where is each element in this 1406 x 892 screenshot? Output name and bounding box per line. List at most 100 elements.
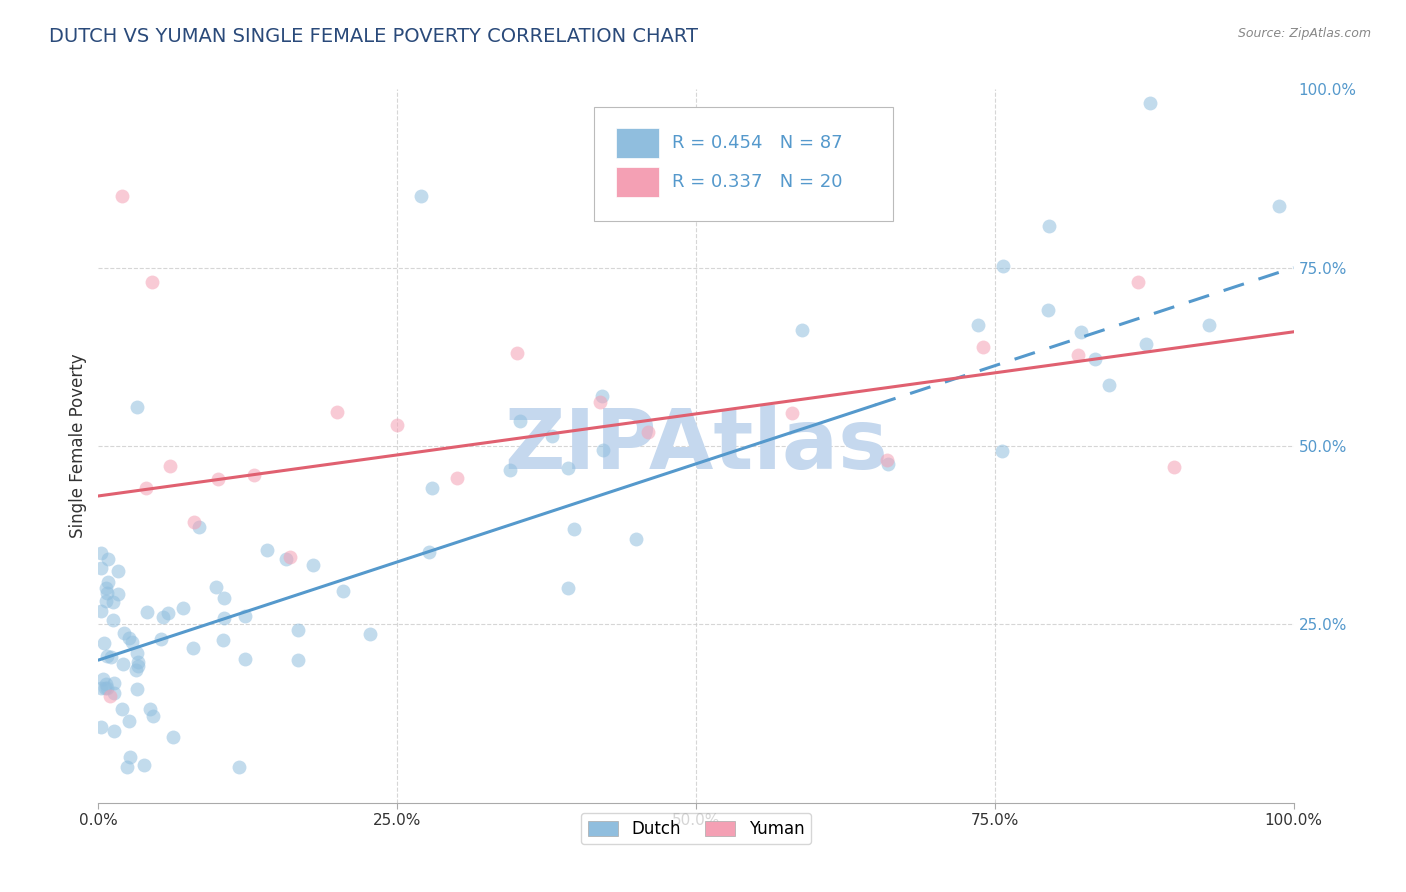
Point xyxy=(118,714,141,728)
Point xyxy=(359,627,381,641)
Point xyxy=(1163,460,1185,475)
FancyBboxPatch shape xyxy=(595,107,893,221)
Point xyxy=(96,681,118,695)
Point xyxy=(212,611,235,625)
Point xyxy=(385,417,409,432)
Point xyxy=(506,346,529,360)
Point xyxy=(135,605,157,619)
Point xyxy=(90,681,112,695)
Point xyxy=(93,681,115,696)
Point xyxy=(1070,325,1092,339)
Point xyxy=(1128,275,1150,289)
Point xyxy=(118,749,141,764)
Point xyxy=(125,400,148,414)
Point xyxy=(499,463,522,477)
Point xyxy=(103,676,125,690)
Legend: Dutch, Yuman: Dutch, Yuman xyxy=(581,814,811,845)
Point xyxy=(107,587,129,601)
Point xyxy=(103,686,125,700)
Point xyxy=(420,481,443,495)
Text: R = 0.454   N = 87: R = 0.454 N = 87 xyxy=(672,134,842,152)
Point xyxy=(141,275,163,289)
Point xyxy=(97,552,120,566)
Point xyxy=(98,689,122,703)
Point xyxy=(90,561,112,575)
Point xyxy=(135,481,157,495)
Point xyxy=(287,653,309,667)
Point xyxy=(790,323,813,337)
Point xyxy=(132,757,155,772)
Point xyxy=(125,646,148,660)
Text: DUTCH VS YUMAN SINGLE FEMALE POVERTY CORRELATION CHART: DUTCH VS YUMAN SINGLE FEMALE POVERTY COR… xyxy=(49,27,699,45)
Point xyxy=(562,523,585,537)
Point xyxy=(557,581,579,595)
Point xyxy=(233,609,256,624)
Point xyxy=(127,658,149,673)
Point xyxy=(142,709,165,723)
Point xyxy=(93,636,115,650)
Point xyxy=(204,581,226,595)
Point xyxy=(278,550,301,565)
Point xyxy=(332,584,354,599)
Point xyxy=(214,591,236,605)
Point xyxy=(287,623,309,637)
Point xyxy=(127,655,149,669)
Point xyxy=(90,720,112,734)
Point xyxy=(101,595,124,609)
Point xyxy=(187,520,209,534)
Point xyxy=(256,543,278,558)
Point xyxy=(302,558,325,573)
FancyBboxPatch shape xyxy=(616,128,659,158)
Point xyxy=(181,640,204,655)
Point xyxy=(991,443,1014,458)
Point xyxy=(207,472,229,486)
Point xyxy=(101,613,124,627)
Point xyxy=(94,594,117,608)
Point xyxy=(591,389,613,403)
Text: R = 0.337   N = 20: R = 0.337 N = 20 xyxy=(672,173,842,191)
Point xyxy=(637,425,659,439)
Point xyxy=(589,394,612,409)
Point xyxy=(233,652,256,666)
Point xyxy=(90,604,112,618)
Point xyxy=(91,673,114,687)
Point xyxy=(111,701,134,715)
Point xyxy=(107,564,129,578)
Point xyxy=(541,429,564,443)
Point xyxy=(100,650,122,665)
Point xyxy=(1198,318,1220,333)
Point xyxy=(972,340,994,354)
Y-axis label: Single Female Poverty: Single Female Poverty xyxy=(69,354,87,538)
Point xyxy=(111,189,134,203)
Point xyxy=(115,760,138,774)
Point xyxy=(509,414,531,428)
Point xyxy=(103,724,125,739)
Point xyxy=(876,453,898,467)
Point xyxy=(877,457,900,471)
Point xyxy=(125,681,148,696)
Point xyxy=(121,635,143,649)
Point xyxy=(557,461,579,475)
Point xyxy=(1036,303,1059,318)
Point xyxy=(96,586,118,600)
Point xyxy=(152,609,174,624)
Point xyxy=(112,626,135,640)
Point xyxy=(90,545,112,559)
Text: Source: ZipAtlas.com: Source: ZipAtlas.com xyxy=(1237,27,1371,40)
Text: ZIPAtlas: ZIPAtlas xyxy=(503,406,889,486)
Point xyxy=(94,582,117,596)
Point xyxy=(1067,348,1090,362)
Point xyxy=(183,515,205,529)
Point xyxy=(111,657,134,671)
Point xyxy=(149,632,172,647)
Point xyxy=(1098,378,1121,392)
Point xyxy=(991,259,1014,273)
Point xyxy=(159,458,181,473)
Point xyxy=(156,606,179,620)
Point xyxy=(1139,96,1161,111)
Point xyxy=(139,702,162,716)
Point xyxy=(96,677,118,691)
FancyBboxPatch shape xyxy=(616,167,659,197)
Point xyxy=(97,575,120,590)
Point xyxy=(967,318,990,332)
